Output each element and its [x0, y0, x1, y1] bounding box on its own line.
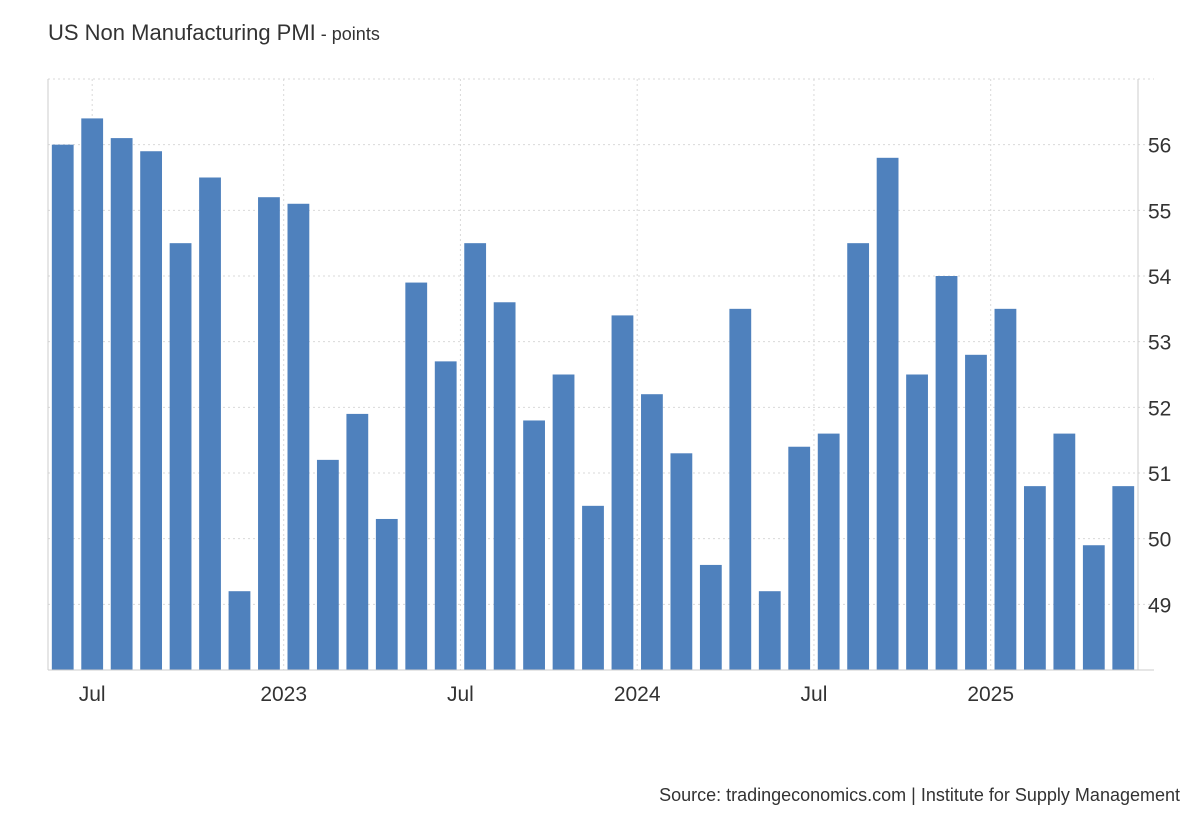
bar-4 [169, 243, 192, 670]
bar-19 [611, 315, 634, 670]
axes [47, 79, 1154, 671]
chart-title: US Non Manufacturing PMI - points [48, 20, 380, 46]
bar-30 [935, 276, 958, 670]
bar-11 [375, 518, 398, 670]
x-tick-label-0: Jul [79, 683, 106, 706]
bar-31 [965, 354, 987, 670]
bar-20 [641, 394, 663, 670]
bar-36 [1112, 486, 1135, 670]
bar-35 [1082, 545, 1105, 670]
bar-29 [906, 374, 928, 670]
x-axis-ticks: Jul 2023 Jul 2024 Jul 2025 [79, 683, 1014, 706]
bars [51, 118, 1135, 671]
bar-24 [758, 591, 781, 670]
bar-18 [582, 505, 604, 670]
x-tick-label-5: 2025 [967, 683, 1014, 706]
bar-28 [876, 157, 899, 671]
y-tick-label-0: 49 [1148, 594, 1171, 617]
bar-14 [464, 243, 487, 670]
bar-17 [552, 374, 575, 670]
bar-34 [1053, 433, 1076, 670]
y-tick-label-5: 54 [1148, 266, 1172, 289]
bar-22 [699, 564, 722, 670]
source-note: Source: tradingeconomics.com | Institute… [659, 785, 1180, 805]
chart-unit-separator: - [315, 24, 332, 44]
chart-unit: points [331, 24, 380, 44]
bar-6 [228, 591, 251, 670]
x-tick-label-2: Jul [447, 683, 474, 706]
bar-13 [434, 361, 457, 670]
bar-8 [287, 203, 310, 670]
bar-0 [51, 144, 74, 670]
bar-25 [788, 446, 811, 670]
bar-chart: 49 50 51 52 53 54 55 56 Jul 2023 Jul 2024 Jul 2025 [47, 78, 1172, 706]
y-tick-label-4: 53 [1148, 332, 1171, 355]
y-axis-ticks: 49 50 51 52 53 54 55 56 [1148, 135, 1172, 618]
bar-16 [523, 420, 545, 670]
bar-21 [670, 453, 693, 670]
bar-33 [1023, 486, 1046, 670]
bar-5 [199, 177, 221, 670]
y-tick-label-1: 50 [1148, 529, 1171, 552]
y-tick-label-3: 52 [1148, 397, 1171, 420]
bar-26 [817, 433, 840, 670]
y-tick-label-7: 56 [1148, 135, 1171, 158]
bar-12 [405, 282, 428, 670]
bar-27 [847, 243, 870, 670]
x-tick-label-3: 2024 [614, 683, 661, 706]
bar-9 [316, 459, 339, 670]
y-tick-label-6: 55 [1148, 200, 1171, 223]
bar-3 [140, 151, 163, 670]
x-tick-label-1: 2023 [260, 683, 307, 706]
bar-1 [81, 118, 104, 670]
y-tick-label-2: 51 [1148, 463, 1171, 486]
bar-23 [729, 308, 752, 670]
bar-15 [493, 302, 516, 670]
bar-2 [110, 138, 133, 671]
bar-32 [994, 308, 1017, 670]
x-tick-label-4: Jul [801, 683, 828, 706]
bar-7 [258, 197, 280, 670]
bar-10 [346, 413, 369, 670]
chart-title-text: US Non Manufacturing PMI [48, 20, 316, 45]
